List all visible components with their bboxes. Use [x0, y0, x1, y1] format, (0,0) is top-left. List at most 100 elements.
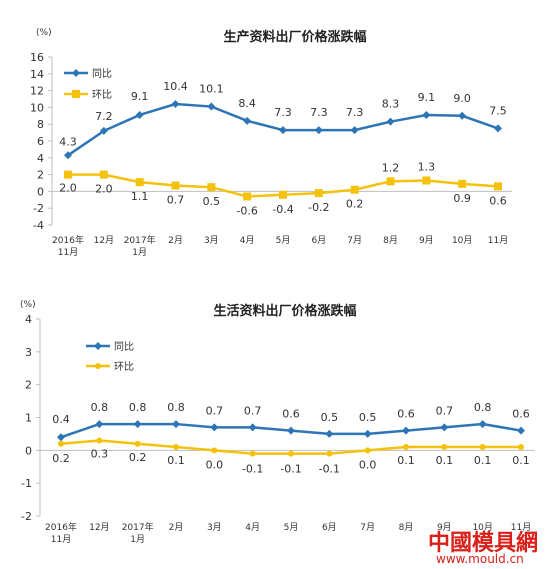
chart1-data-label-环比: 1.3 — [418, 160, 436, 173]
chart1-point-环比 — [171, 181, 180, 190]
chart1-y-tick-label: 8 — [37, 118, 44, 131]
chart1-data-label-同比: 7.3 — [274, 106, 292, 119]
chart1-data-label-同比: 7.5 — [489, 104, 507, 117]
chart1-point-同比 — [314, 126, 323, 135]
chart2-data-label-环比: 0.1 — [436, 454, 454, 467]
chart2-data-label-环比: 0.3 — [91, 447, 109, 460]
chart2-x-tick-label: 2月 — [169, 522, 184, 533]
chart1-legend-marker — [72, 90, 80, 98]
chart2-data-label-同比: 0.4 — [52, 413, 70, 426]
chart1-x-tick-label: 5月 — [276, 235, 291, 246]
chart2-point-环比 — [518, 444, 524, 451]
chart1-y-tick-label: 10 — [30, 101, 44, 114]
chart1-point-同比 — [458, 111, 467, 120]
chart2-point-环比 — [58, 440, 64, 447]
chart1-data-label-同比: 4.3 — [59, 135, 77, 148]
chart1-point-环比 — [422, 176, 431, 185]
chart2-x-tick-label: 12月 — [89, 522, 109, 533]
chart2-point-同比 — [517, 426, 525, 435]
chart2-point-环比 — [173, 444, 179, 451]
chart2-point-环比 — [364, 447, 371, 454]
chart2-point-环比 — [441, 444, 448, 451]
chart2-x-tick-label: 6月 — [322, 522, 337, 533]
chart2-data-label-环比: 0.1 — [167, 454, 185, 467]
chart2-data-label-环比: 0.1 — [397, 454, 415, 467]
chart1-x-tick-label: 10月 — [452, 235, 472, 246]
chart2-data-label-同比: 0.8 — [91, 401, 109, 414]
chart2-point-环比 — [403, 444, 409, 451]
chart2-y-tick-label: 4 — [25, 313, 32, 326]
chart2-x-tick-label: 11月 — [511, 522, 531, 533]
chart2-data-label-同比: 0.7 — [436, 404, 454, 417]
chart2-data-label-同比: 0.8 — [167, 401, 185, 414]
chart1-point-同比 — [422, 110, 431, 119]
chart2-x-tick-label: 2017年 1月 — [122, 521, 154, 545]
chart2-data-label-同比: 0.8 — [474, 401, 492, 414]
chart2-point-同比 — [248, 423, 257, 432]
chart1-data-label-环比: -0.6 — [236, 204, 257, 217]
chart1-x-tick-label: 6月 — [311, 235, 326, 246]
chart1-x-tick-label: 8月 — [383, 235, 398, 246]
chart1-point-同比 — [494, 124, 502, 133]
chart1-point-同比 — [135, 110, 144, 119]
chart1-point-同比 — [350, 126, 359, 135]
chart2-plot: -2 -1 0 1 2 3 4 2016年 11月 12月 2017年 1月 2月 3月 4月 5月 6月 7月 8… — [21, 313, 535, 545]
chart1-y-tick-label: -2 — [33, 202, 44, 215]
chart1-y-tick-label: 0 — [37, 185, 44, 198]
chart1-data-label-环比: 0.9 — [453, 192, 471, 205]
chart1-legend-label: 同比 — [92, 68, 112, 80]
chart1-data-label-环比: 0.7 — [167, 194, 185, 207]
chart1-point-同比 — [64, 151, 72, 160]
chart2-legend-label: 环比 — [114, 361, 134, 373]
chart1-data-label-同比: 8.4 — [238, 97, 256, 110]
chart1-data-label-同比: 8.3 — [382, 98, 400, 111]
chart2-point-同比 — [363, 429, 372, 438]
chart2-legend-label: 同比 — [114, 341, 134, 353]
chart1-data-label-环比: -0.2 — [308, 201, 329, 214]
chart1-x-tick-label: 9月 — [419, 235, 434, 246]
chart1-point-环比 — [135, 178, 144, 187]
chart1-data-label-同比: 9.1 — [418, 91, 436, 104]
chart1-y-tick-label: 16 — [30, 51, 44, 64]
chart1-data-label-环比: 1.1 — [131, 190, 149, 203]
chart2-x-tick-label: 10月 — [472, 522, 492, 533]
chart2-point-同比 — [325, 429, 334, 438]
chart2-y-tick-label: 1 — [25, 412, 32, 425]
watermark-url: www.mould.cn — [436, 552, 524, 566]
chart1-y-tick-label: 2 — [37, 169, 44, 182]
chart1-legend-label: 环比 — [92, 89, 112, 101]
chart2-point-环比 — [326, 450, 333, 457]
chart1-data-label-环比: 2.0 — [59, 182, 77, 195]
chart1-data-label-同比: 7.3 — [310, 106, 328, 119]
chart1-y-tick-label: 6 — [37, 135, 44, 148]
chart2-data-label-同比: 0.7 — [206, 404, 224, 417]
chart2-point-同比 — [478, 420, 487, 429]
chart1-unit: (%) — [36, 28, 52, 38]
chart2-point-同比 — [95, 420, 104, 429]
chart2-x-tick-label: 2016年 11月 — [45, 521, 77, 545]
chart1-data-label-同比: 10.4 — [163, 80, 188, 93]
chart1-point-环比 — [99, 170, 108, 179]
chart1-x-tick-label: 2017年 1月 — [124, 234, 156, 258]
chart2-legend-marker — [95, 363, 101, 369]
chart1-data-label-环比: 1.2 — [382, 161, 400, 174]
chart1-x-tick-label: 3月 — [204, 235, 219, 246]
chart2-y-tick-label: -2 — [21, 510, 32, 523]
chart2-y-tick-label: 2 — [25, 379, 32, 392]
chart2-x-tick-label: 4月 — [245, 522, 260, 533]
chart2-data-label-环比: 0.0 — [359, 458, 377, 471]
chart2-data-label-环比: 0.2 — [129, 451, 147, 464]
chart1-data-label-环比: -0.4 — [272, 203, 293, 216]
chart1-point-环比 — [279, 190, 287, 199]
chart1-data-label-环比: 2.0 — [95, 183, 113, 196]
chart2-data-label-同比: 0.8 — [129, 401, 147, 414]
chart1-x-tick-label: 2016年 11月 — [52, 234, 84, 258]
chart2-unit: (%) — [20, 300, 36, 310]
chart1-point-同比 — [386, 117, 395, 126]
chart2-data-label-同比: 0.6 — [512, 408, 530, 421]
chart1-data-label-同比: 10.1 — [199, 83, 224, 96]
chart1-point-同比 — [279, 126, 287, 135]
chart2-data-label-同比: 0.5 — [359, 411, 377, 424]
chart2-point-同比 — [210, 423, 219, 432]
